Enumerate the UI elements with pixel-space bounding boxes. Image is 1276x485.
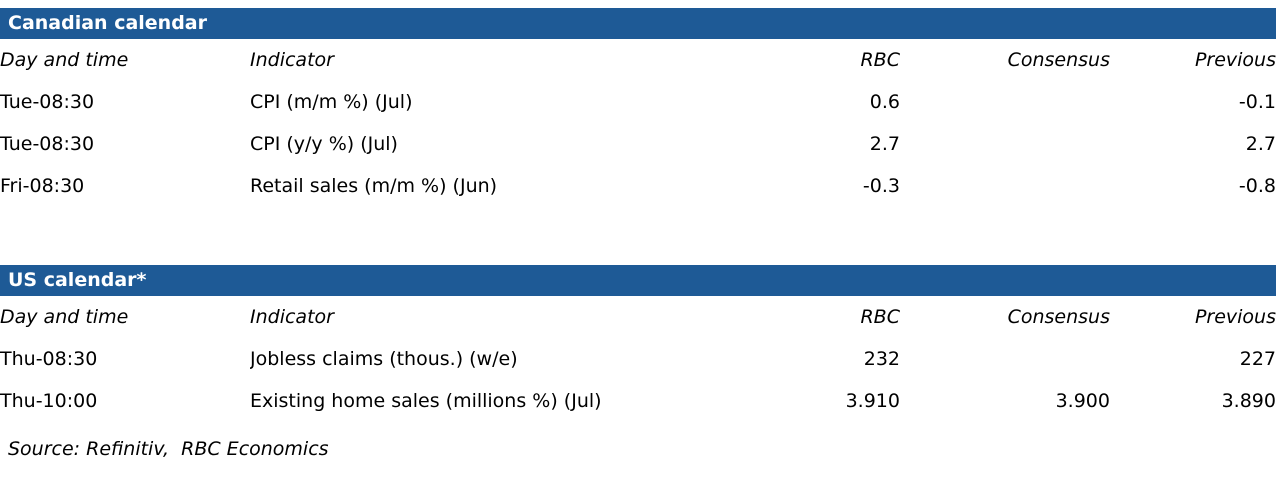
- table-cell: 3.890: [1221, 390, 1276, 412]
- table-row: Tue-08:30 CPI (y/y %) (Jul) 2.7 2.7: [0, 123, 1276, 165]
- table-row: Thu-08:30 Jobless claims (thous.) (w/e) 23…: [0, 338, 1276, 380]
- table-title: US calendar*: [8, 269, 147, 291]
- column-header: RBC: [860, 49, 900, 71]
- table-cell: CPI (m/m %) (Jul): [250, 91, 413, 113]
- table-cell: -0.1: [1238, 91, 1276, 113]
- column-header: Previous: [1194, 306, 1276, 328]
- table-cell: CPI (y/y %) (Jul): [250, 133, 398, 155]
- section-title-bar: Canadian calendar: [0, 8, 1276, 39]
- table-cell: Tue-08:30: [0, 133, 95, 155]
- table-cell: 3.910: [845, 390, 900, 412]
- table-cell: [900, 165, 1110, 207]
- header-row: Day and time Indicator RBC Consensus Previou…: [0, 296, 1276, 338]
- table-title: Canadian calendar: [8, 12, 207, 34]
- column-header: Consensus: [1007, 49, 1110, 71]
- table-row: Tue-08:30 CPI (m/m %) (Jul) 0.6 -0.1: [0, 81, 1276, 123]
- section-title-bar: US calendar*: [0, 265, 1276, 296]
- table-cell: -0.8: [1238, 175, 1276, 197]
- table-body: Thu-08:30 Jobless claims (thous.) (w/e) 23…: [0, 338, 1276, 422]
- table-cell: 0.6: [869, 91, 900, 113]
- table-cell: [900, 338, 1110, 380]
- column-header: RBC: [860, 306, 900, 328]
- table-cell: Fri-08:30: [0, 175, 85, 197]
- column-header: Previous: [1194, 49, 1276, 71]
- table-cell: [900, 123, 1110, 165]
- table-cell: Thu-08:30: [0, 348, 98, 370]
- table-body: Tue-08:30 CPI (m/m %) (Jul) 0.6 -0.1 Tue-08:…: [0, 81, 1276, 207]
- table-cell: -0.3: [862, 175, 900, 197]
- calendar-section: US calendar* Day and time Indicator RBC Con…: [0, 265, 1276, 422]
- table-cell: Jobless claims (thous.) (w/e): [250, 348, 518, 370]
- source-note: Source: Refinitiv, RBC Economics: [8, 438, 329, 460]
- calendar-section: Canadian calendar Day and time Indicator R…: [0, 8, 1276, 207]
- table-cell: Retail sales (m/m %) (Jun): [250, 175, 498, 197]
- table-row: Fri-08:30 Retail sales (m/m %) (Jun) -0.3 -…: [0, 165, 1276, 207]
- table-row: Thu-10:00 Existing home sales (millions %…: [0, 380, 1276, 422]
- table-cell: Tue-08:30: [0, 91, 95, 113]
- column-header: Consensus: [1007, 306, 1110, 328]
- column-header: Indicator: [250, 306, 334, 328]
- calendar-tables: Canadian calendar Day and time Indicator R…: [0, 8, 1276, 422]
- column-header: Day and time: [0, 306, 129, 328]
- table-cell: 3.900: [1055, 390, 1110, 412]
- table-cell: Existing home sales (millions %) (Jul): [250, 390, 602, 412]
- table-cell: Thu-10:00: [0, 390, 98, 412]
- table-cell: [900, 81, 1110, 123]
- table-cell: 2.7: [869, 133, 900, 155]
- column-header: Day and time: [0, 49, 129, 71]
- calendar-table: Day and time Indicator RBC Consensus Previou…: [0, 39, 1276, 207]
- column-header: Indicator: [250, 49, 334, 71]
- calendar-table: Day and time Indicator RBC Consensus Previou…: [0, 296, 1276, 422]
- table-cell: 227: [1239, 348, 1276, 370]
- table-cell: 232: [863, 348, 900, 370]
- table-cell: 2.7: [1245, 133, 1276, 155]
- header-row: Day and time Indicator RBC Consensus Previou…: [0, 39, 1276, 81]
